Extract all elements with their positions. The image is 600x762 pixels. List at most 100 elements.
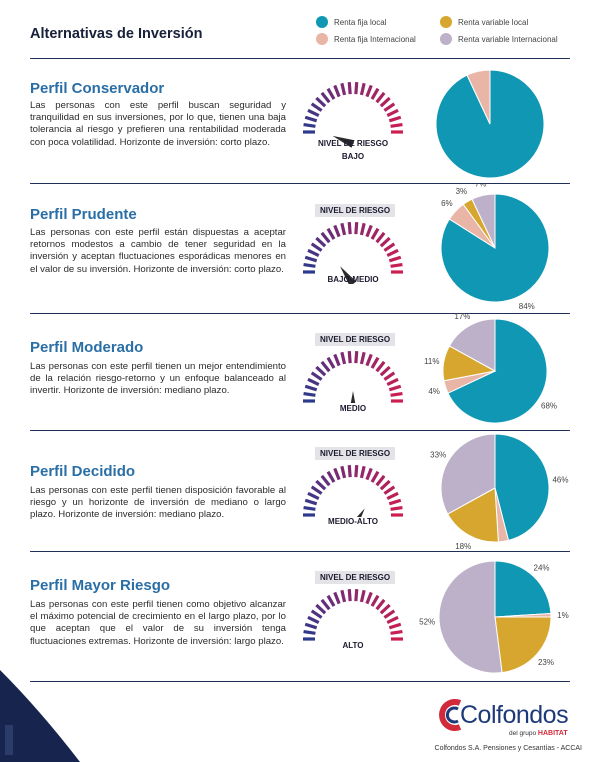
risk-gauge xyxy=(303,589,403,641)
gauge-tick xyxy=(307,615,320,624)
gauge-tick xyxy=(390,391,403,397)
gauge-tick xyxy=(304,255,318,263)
risk-gauge xyxy=(303,351,403,403)
gauge-tick xyxy=(379,96,391,108)
risk-caption: NIVEL DE RIESGO xyxy=(315,447,396,460)
profile-title: Perfil Mayor Riesgo xyxy=(30,577,171,594)
decorative-corner-shape xyxy=(0,670,80,762)
gauge-tick xyxy=(383,609,396,619)
pie-data-label: 1% xyxy=(557,611,569,620)
pie-data-label: 3% xyxy=(500,549,512,550)
gauge-tick xyxy=(304,498,318,506)
divider xyxy=(30,183,570,184)
pie-data-label: 4% xyxy=(428,387,440,396)
gauge-tick xyxy=(347,351,352,364)
pie-slice xyxy=(494,560,552,618)
gauge-tick xyxy=(379,365,391,377)
gauge-tick xyxy=(354,222,359,235)
gauge-tick xyxy=(326,470,336,483)
gauge-tick xyxy=(333,224,341,238)
gauge-tick xyxy=(347,589,352,602)
gauge-tick xyxy=(320,231,331,244)
pie-slice xyxy=(466,69,491,125)
gauge-tick xyxy=(303,122,316,128)
colfondos-logo-icon xyxy=(439,699,462,731)
page-title: Alternativas de Inversión xyxy=(30,26,203,42)
pie-slice xyxy=(438,560,503,674)
legend-item-renta-variable-local: Renta variable local xyxy=(440,16,528,28)
gauge-tick xyxy=(310,242,323,252)
divider xyxy=(30,551,570,552)
profile-title: Perfil Moderado xyxy=(30,339,144,356)
gauge-tick xyxy=(315,479,327,491)
gauge-tick xyxy=(347,82,352,95)
pie-data-label: 6% xyxy=(441,199,453,208)
gauge-tick xyxy=(388,498,402,506)
gauge-tick xyxy=(320,474,331,487)
gauge-tick xyxy=(370,356,380,369)
gauge-tick xyxy=(307,108,320,117)
profile-description: Las personas con este perfil buscan segu… xyxy=(30,100,286,148)
risk-gauge xyxy=(303,222,403,284)
allocation-pie-chart: 68% 4% 11% 17% xyxy=(424,313,557,424)
pie-data-label: 18% xyxy=(455,542,471,550)
gauge-tick xyxy=(375,474,386,487)
pie-data-label: 3% xyxy=(456,187,468,196)
gauge-tick xyxy=(365,591,373,605)
gauge-tick xyxy=(388,115,402,123)
gauge-tick xyxy=(383,242,396,252)
gauge-tick xyxy=(370,594,380,607)
gauge-tick xyxy=(390,629,403,635)
gauge-tick xyxy=(390,122,403,128)
gauge-tick xyxy=(359,351,366,365)
profile-description: Las personas con este perfil tienen un m… xyxy=(30,361,286,397)
gauge-needle xyxy=(356,508,365,517)
logo-subtitle: del grupo HABITAT xyxy=(509,730,568,737)
gauge-tick xyxy=(340,465,347,479)
gauge-tick xyxy=(365,353,373,367)
profile-title: Perfil Prudente xyxy=(30,206,137,223)
gauge-tick xyxy=(304,384,318,392)
gauge-tick xyxy=(375,360,386,373)
risk-level: ALTO xyxy=(342,641,364,650)
risk-caption: NIVEL DE RIESGO xyxy=(317,139,389,148)
logo-sub-prefix: del grupo xyxy=(509,730,537,737)
gauge-tick xyxy=(310,609,323,619)
gauge-tick xyxy=(320,598,331,611)
risk-level: BAJO xyxy=(341,152,365,161)
gauge-tick xyxy=(333,591,341,605)
legend-swatch xyxy=(440,16,452,28)
gauge-tick xyxy=(383,102,396,112)
gauge-tick xyxy=(304,622,318,630)
gauge-tick xyxy=(379,479,391,491)
pie-data-label: 11% xyxy=(424,357,439,366)
gauge-tick xyxy=(310,371,323,381)
legend-swatch xyxy=(316,33,328,45)
pie-data-label: 68% xyxy=(541,401,557,410)
gauge-tick xyxy=(388,255,402,263)
risk-caption: NIVEL DE RIESGO xyxy=(315,204,396,217)
gauge-tick xyxy=(386,108,399,117)
gauge-tick xyxy=(388,384,402,392)
pie-data-label: 7% xyxy=(475,184,487,189)
gauge-tick xyxy=(326,227,336,240)
gauge-tick xyxy=(375,598,386,611)
pie-data-label: 17% xyxy=(454,313,470,321)
risk-level: MEDIO xyxy=(339,404,367,413)
gauge-tick xyxy=(375,91,386,104)
gauge-tick xyxy=(365,84,373,98)
risk-gauge xyxy=(303,465,403,517)
pie-slice xyxy=(447,318,548,424)
gauge-tick xyxy=(383,485,396,495)
gauge-tick xyxy=(386,248,399,257)
legend-swatch xyxy=(316,16,328,28)
pie-data-label: 52% xyxy=(419,617,435,626)
gauge-tick xyxy=(303,262,316,268)
gauge-tick xyxy=(310,485,323,495)
pie-data-label: 84% xyxy=(519,302,535,311)
pie-data-label: 7% xyxy=(470,64,482,65)
pie-data-label: 46% xyxy=(552,476,568,485)
gauge-tick xyxy=(315,96,327,108)
legend-swatch xyxy=(440,33,452,45)
pie-slice xyxy=(447,487,499,543)
